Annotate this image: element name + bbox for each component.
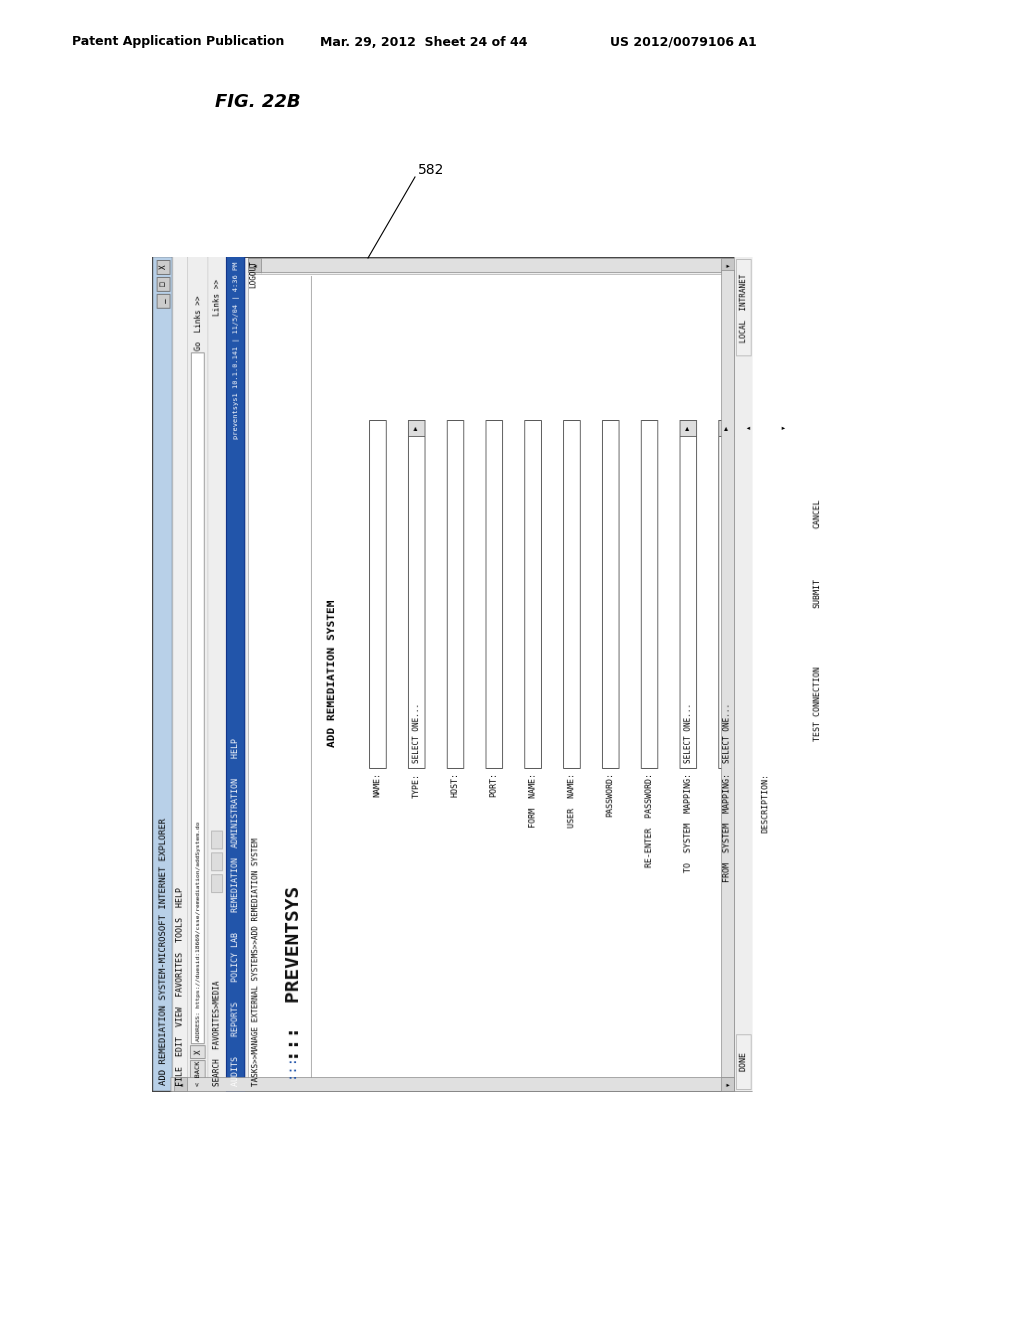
Text: Patent Application Publication: Patent Application Publication (72, 36, 285, 49)
Text: 582: 582 (418, 162, 444, 177)
Text: FIG. 22B: FIG. 22B (215, 92, 301, 111)
Text: Mar. 29, 2012  Sheet 24 of 44: Mar. 29, 2012 Sheet 24 of 44 (319, 36, 527, 49)
Text: US 2012/0079106 A1: US 2012/0079106 A1 (610, 36, 757, 49)
